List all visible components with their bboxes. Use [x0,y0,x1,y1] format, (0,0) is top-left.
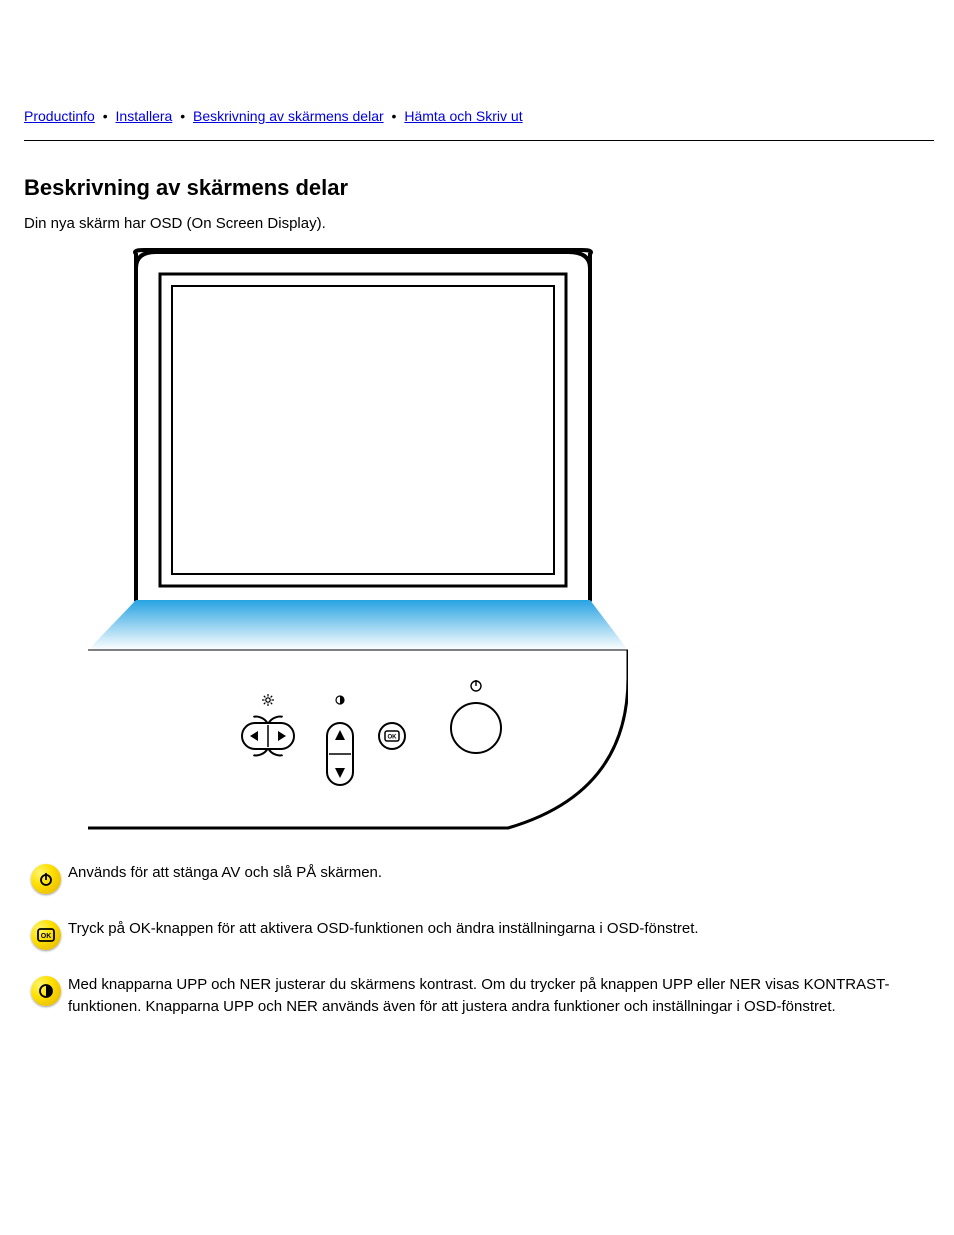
breadcrumb-link-install[interactable]: Installera [116,108,173,124]
ok-button[interactable]: OK [379,723,405,749]
breadcrumb-link-description[interactable]: Beskrivning av skärmens delar [193,108,384,124]
page-title: Beskrivning av skärmens delar [24,175,934,201]
legend-text-ok: Tryck på OK-knappen för att aktivera OSD… [68,918,934,940]
breadcrumb-link-productinfo[interactable]: Productinfo [24,108,95,124]
legend-text-power: Används för att stänga AV och slå PÅ skä… [68,862,934,884]
breadcrumb-sep: • [176,108,193,124]
breadcrumb-sep: • [99,108,116,124]
left-right-rocker[interactable] [242,723,294,749]
monitor-base-fill [88,650,628,828]
breadcrumb-link-download[interactable]: Hämta och Skriv ut [404,108,522,124]
divider [24,140,934,141]
power-icon [31,864,61,894]
legend-row-power: Används för att stänga AV och slå PÅ skä… [24,862,934,894]
intro-text: Din nya skärm har OSD (On Screen Display… [24,213,934,234]
breadcrumb: Productinfo • Installera • Beskrivning a… [24,0,934,134]
ok-icon: OK [31,920,61,950]
power-button[interactable] [451,703,501,753]
breadcrumb-sep: • [388,108,405,124]
monitor-ledge [88,600,628,650]
contrast-icon [31,976,61,1006]
up-down-rocker[interactable] [327,723,353,785]
svg-text:OK: OK [388,735,398,741]
svg-text:OK: OK [41,933,52,940]
legend: Används för att stänga AV och slå PÅ skä… [24,862,934,1018]
legend-text-contrast: Med knapparna UPP och NER justerar du sk… [68,974,934,1018]
monitor-screen [172,286,554,574]
monitor-diagram: OK [88,238,628,838]
legend-row-ok: OK Tryck på OK-knappen för att aktivera … [24,918,934,950]
legend-row-contrast: Med knapparna UPP och NER justerar du sk… [24,974,934,1018]
